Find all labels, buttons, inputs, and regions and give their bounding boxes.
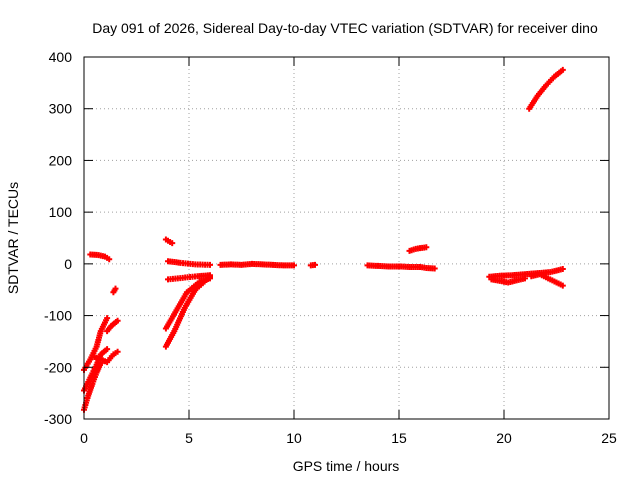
data-segment [104, 317, 121, 335]
data-point [431, 265, 438, 272]
data-point [559, 66, 566, 73]
data-segment [110, 285, 119, 296]
plot-border [83, 56, 610, 420]
data-segment [165, 258, 213, 268]
y-tick-label: 300 [49, 101, 73, 117]
data-point [169, 240, 176, 247]
y-tick-label: -300 [44, 411, 72, 427]
grid [84, 57, 609, 419]
data-segment [87, 251, 113, 263]
data-point [207, 261, 213, 268]
data-segment [528, 271, 566, 289]
y-tick-label: 100 [49, 204, 73, 220]
data-point [207, 272, 213, 279]
y-tick-label: -200 [44, 359, 72, 375]
data-point [114, 317, 121, 324]
data-segment [406, 244, 430, 254]
y-tick-label: 400 [49, 49, 73, 65]
data-segment [526, 66, 566, 112]
data-segment [81, 360, 104, 413]
data-point [104, 346, 111, 353]
data-point [559, 266, 566, 273]
data-point [312, 261, 318, 268]
x-axis-title: GPS time / hours [293, 458, 400, 474]
data-point [104, 315, 111, 322]
y-tick-label: 200 [49, 152, 73, 168]
data-point [112, 285, 119, 292]
axes: -300 -200 -100 0 100 200 300 400 0 5 10 15 20 25 [44, 49, 617, 446]
y-axis-title: SDTVAR / TECUs [5, 182, 21, 294]
x-tick-label: 0 [80, 430, 88, 446]
data-segment [217, 260, 297, 269]
data-point [291, 262, 297, 269]
data-segment [307, 261, 318, 269]
data-point [423, 244, 430, 251]
y-tick-label: -100 [44, 308, 72, 324]
chart-title: Day 091 of 2026, Sidereal Day-to-day VTE… [92, 20, 598, 36]
y-tick-label: 0 [64, 256, 72, 272]
data-segment [162, 236, 176, 247]
x-tick-label: 15 [391, 430, 407, 446]
x-tick-label: 5 [185, 430, 193, 446]
x-tick-label: 25 [601, 430, 617, 446]
data-layer [81, 66, 566, 413]
data-segment [364, 262, 438, 272]
data-segment [91, 348, 121, 366]
data-point [106, 256, 113, 263]
data-segment [165, 272, 213, 283]
x-tick-label: 20 [496, 430, 512, 446]
data-point [114, 348, 121, 355]
data-point [522, 275, 528, 282]
data-point [559, 282, 566, 289]
x-tick-label: 10 [286, 430, 302, 446]
data-segment [488, 275, 528, 286]
